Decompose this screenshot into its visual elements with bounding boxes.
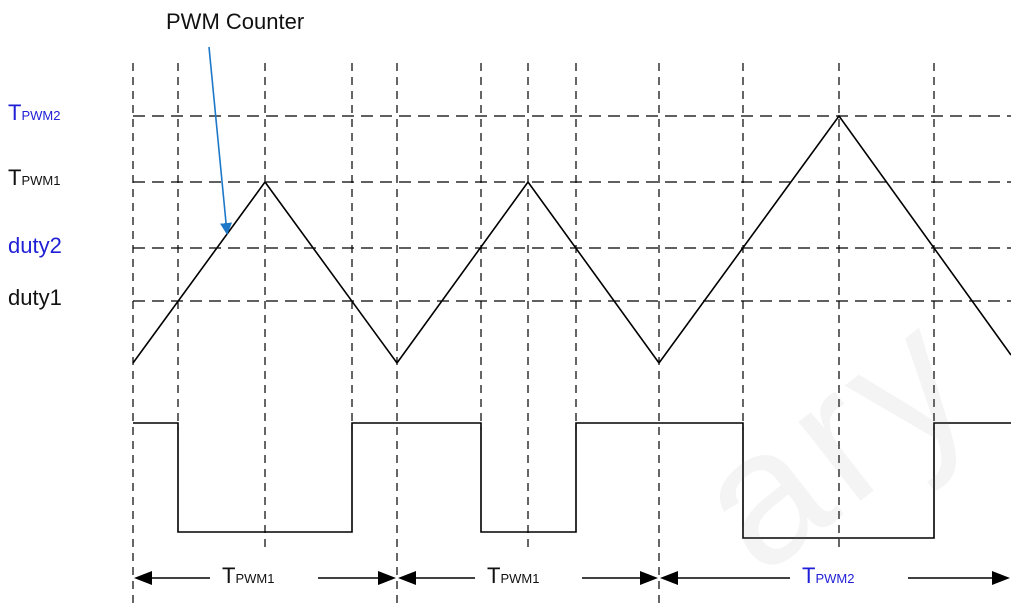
- period-label-1-main: T: [222, 563, 236, 588]
- arrowhead-left: [660, 571, 678, 585]
- period-label-1: TPWM1: [222, 563, 274, 589]
- pwm-counter-pointer-arrow: [208, 46, 233, 235]
- period-label-3-sub: PWM2: [815, 571, 855, 586]
- label-tpwm2: TPWM2: [8, 100, 60, 126]
- counter-waveform: [132, 114, 1011, 365]
- period-label-2-sub: PWM1: [500, 571, 540, 586]
- pwm-output-waveform: [133, 422, 1011, 539]
- arrowhead-right: [640, 571, 658, 585]
- period-label-3: TPWM2: [802, 563, 854, 589]
- label-tpwm1: TPWM1: [8, 165, 60, 191]
- arrowhead-left: [134, 571, 152, 585]
- period-label-2-main: T: [487, 563, 501, 588]
- label-tpwm1-main: T: [8, 165, 22, 190]
- label-tpwm1-sub: PWM1: [21, 173, 61, 188]
- period-label-2: TPWM1: [487, 563, 539, 589]
- period-label-1-sub: PWM1: [235, 571, 275, 586]
- period-label-3-main: T: [802, 563, 816, 588]
- label-tpwm2-main: T: [8, 100, 22, 125]
- label-duty1: duty1: [8, 285, 62, 310]
- arrowhead-right: [992, 571, 1010, 585]
- arrowhead-right: [378, 571, 396, 585]
- label-tpwm2-sub: PWM2: [21, 108, 61, 123]
- pwm-counter-title: PWM Counter: [166, 9, 305, 34]
- arrowhead-left: [398, 571, 416, 585]
- label-duty2: duty2: [8, 233, 62, 258]
